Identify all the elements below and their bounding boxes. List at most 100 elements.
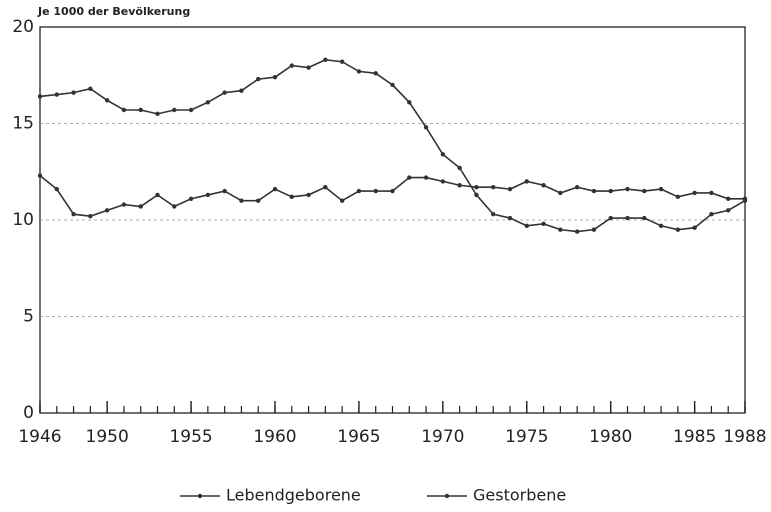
data-point (608, 188, 613, 194)
data-point (642, 215, 647, 221)
data-point (423, 125, 429, 130)
data-point (289, 194, 294, 200)
data-point (726, 196, 731, 201)
data-point (675, 227, 681, 232)
y-tick-label: 20 (12, 17, 34, 37)
data-point (188, 107, 194, 113)
y-tick-label: 0 (23, 403, 34, 423)
series-line (39, 174, 745, 217)
data-point (256, 76, 261, 82)
data-point (71, 212, 76, 217)
data-point (507, 186, 513, 192)
data-point (709, 212, 714, 217)
data-point (272, 186, 278, 192)
x-tick-label: 1965 (337, 427, 380, 447)
data-point (574, 229, 580, 234)
data-point (339, 59, 345, 64)
x-tick-label: 1946 (18, 427, 61, 447)
data-point (726, 208, 731, 213)
data-point (104, 98, 110, 103)
data-point (155, 192, 160, 198)
data-point (608, 215, 613, 221)
data-point (524, 223, 529, 228)
data-point (138, 107, 143, 113)
data-point (54, 186, 59, 192)
data-point (491, 184, 496, 190)
data-point (390, 82, 395, 88)
data-point (172, 107, 177, 113)
x-tick-label: 1970 (421, 427, 464, 447)
data-point (373, 188, 378, 194)
data-point (256, 198, 261, 203)
data-point (289, 63, 294, 68)
data-point (474, 192, 479, 198)
data-point (272, 74, 278, 80)
data-point (138, 204, 143, 209)
data-point (440, 179, 446, 184)
data-point (440, 152, 446, 157)
y-tick-label: 10 (12, 210, 34, 230)
data-point (591, 227, 597, 232)
data-point (306, 65, 311, 70)
data-point (188, 196, 194, 201)
data-point (121, 202, 127, 207)
data-point (306, 192, 311, 198)
y-axis-label: Je 1000 der Bevölkerung (37, 5, 190, 18)
legend-marker (197, 493, 203, 499)
data-point (172, 204, 177, 209)
data-point (642, 188, 647, 194)
x-tick-label: 1980 (589, 427, 632, 447)
data-point (205, 100, 211, 105)
data-point (390, 188, 395, 194)
x-tick-label: 1988 (723, 427, 766, 447)
data-point (541, 183, 546, 188)
data-point (54, 92, 59, 97)
data-point (407, 100, 412, 105)
data-point (155, 111, 160, 117)
data-point (692, 190, 697, 196)
data-point (373, 71, 378, 76)
data-point (692, 225, 697, 230)
data-point (239, 88, 244, 93)
data-point (457, 183, 462, 188)
data-point (239, 198, 244, 203)
data-point (524, 179, 529, 184)
data-point (356, 188, 362, 194)
data-point (658, 223, 664, 228)
data-point (88, 213, 93, 219)
data-point (37, 173, 43, 178)
data-point (423, 175, 429, 180)
data-point (205, 192, 211, 198)
legend-label: Gestorbene (473, 486, 566, 505)
data-point (71, 90, 76, 95)
data-point (558, 190, 563, 196)
data-point (457, 165, 462, 171)
data-point (658, 186, 664, 192)
data-point (591, 188, 597, 194)
x-tick-label: 1960 (253, 427, 296, 447)
data-point (407, 175, 412, 180)
data-point (37, 94, 43, 99)
data-point (558, 227, 563, 232)
data-point (625, 186, 630, 192)
legend-marker (444, 493, 450, 499)
data-point (222, 188, 227, 194)
data-point (121, 107, 127, 113)
data-point (507, 215, 513, 221)
data-point (323, 57, 328, 63)
x-tick-label: 1955 (169, 427, 212, 447)
y-tick-label: 15 (12, 114, 34, 134)
data-point (323, 184, 328, 190)
x-tick-label: 1985 (673, 427, 716, 447)
data-point (541, 221, 546, 227)
x-tick-label: 1975 (505, 427, 548, 447)
data-point (709, 190, 714, 196)
data-point (675, 194, 681, 200)
data-point (742, 196, 748, 201)
data-point (222, 90, 227, 95)
x-tick-label: 1950 (86, 427, 129, 447)
data-point (104, 208, 110, 213)
y-tick-label: 5 (23, 307, 34, 327)
data-point (474, 184, 479, 190)
